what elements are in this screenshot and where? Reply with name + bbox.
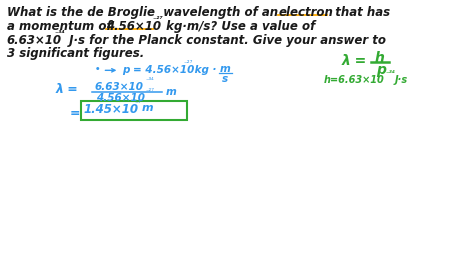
Text: s: s: [222, 74, 228, 84]
Text: 4.56×10: 4.56×10: [96, 93, 145, 103]
Text: 3 significant figures.: 3 significant figures.: [7, 47, 144, 60]
Text: λ =: λ =: [55, 83, 78, 96]
Text: What is the de Broglie  wavelength of an: What is the de Broglie wavelength of an: [7, 6, 282, 19]
Text: J·s: J·s: [394, 75, 407, 85]
Text: h: h: [374, 51, 384, 65]
Text: p: p: [376, 63, 386, 77]
Text: kg ·: kg ·: [191, 65, 220, 75]
Text: =: =: [70, 107, 81, 120]
Text: electron: electron: [279, 6, 333, 19]
Text: m: m: [166, 87, 176, 97]
Text: h=6.63×10: h=6.63×10: [324, 75, 385, 85]
Text: kg·m/s? Use a value of: kg·m/s? Use a value of: [162, 20, 315, 33]
Text: J·s for the Planck constant. Give your answer to: J·s for the Planck constant. Give your a…: [65, 34, 386, 47]
Text: λ =: λ =: [342, 55, 367, 68]
Text: ⁻²⁷: ⁻²⁷: [153, 15, 164, 24]
Text: 6.63×10: 6.63×10: [95, 82, 144, 92]
Text: ⁻²⁷: ⁻²⁷: [183, 61, 193, 67]
Text: that has: that has: [327, 6, 390, 19]
Text: ⁻³⁴: ⁻³⁴: [146, 78, 155, 84]
Text: 1.45×10: 1.45×10: [84, 103, 139, 116]
Text: ⁻³⁴: ⁻³⁴: [385, 71, 395, 77]
Text: ⁻²⁷: ⁻²⁷: [146, 89, 155, 95]
Text: ⁻⁷: ⁻⁷: [134, 99, 141, 108]
Text: p = 4.56×10: p = 4.56×10: [122, 65, 195, 75]
Text: ⁻³⁴: ⁻³⁴: [54, 28, 65, 38]
Text: •: •: [95, 65, 100, 74]
Text: a momentum of: a momentum of: [7, 20, 115, 33]
Text: 6.63×10: 6.63×10: [7, 34, 62, 47]
Text: m: m: [142, 103, 154, 113]
Text: m: m: [220, 64, 231, 74]
Text: 4.56×10: 4.56×10: [107, 20, 162, 33]
